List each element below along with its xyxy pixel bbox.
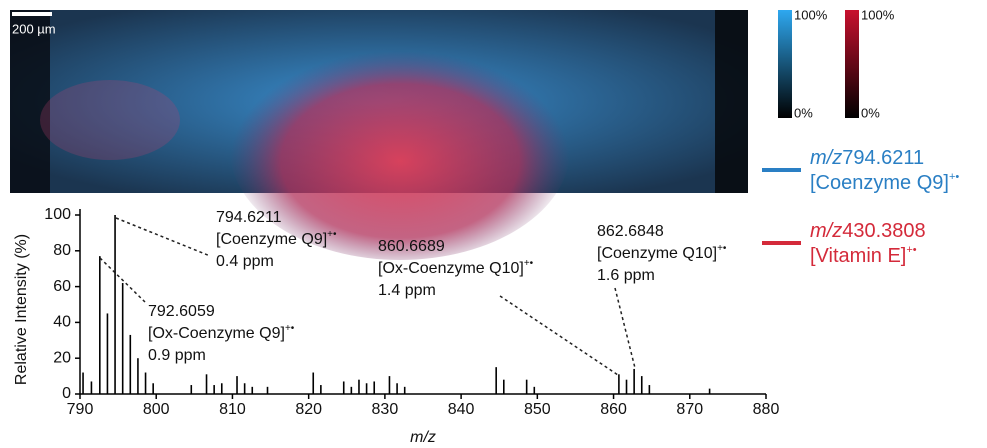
legend-mz: m/z430.3808 xyxy=(810,220,926,242)
annotation-name: [Coenzyme Q9]+• xyxy=(216,229,337,249)
x-tick-label: 810 xyxy=(219,401,246,418)
legend-name: [Vitamin E]+• xyxy=(810,244,917,267)
x-axis-label: m/z xyxy=(410,429,436,446)
annotation-charge: +• xyxy=(285,323,295,334)
y-tick-label: 100 xyxy=(44,206,71,223)
colorbar xyxy=(845,10,859,118)
annotation-compound: [Coenzyme Q10] xyxy=(597,245,717,262)
colorbar xyxy=(778,10,792,118)
y-tick-label: 0 xyxy=(62,385,71,402)
x-tick-label: 820 xyxy=(295,401,322,418)
annotation-mz: 860.6689 xyxy=(378,238,445,255)
annotation-name: [Ox-Coenzyme Q10]+• xyxy=(378,258,534,278)
colorbar-min: 0% xyxy=(861,105,880,120)
annotation-mz: 792.6059 xyxy=(148,303,215,320)
legend-charge: +• xyxy=(906,244,916,256)
x-tick-label: 860 xyxy=(600,401,627,418)
annotation-error: 0.4 ppm xyxy=(216,253,274,270)
legend-prefix: m/z xyxy=(810,147,842,169)
annotation-leader xyxy=(500,296,618,375)
colorbar-min: 0% xyxy=(794,105,813,120)
annotation-mz: 794.6211 xyxy=(216,209,282,226)
annotation-compound: [Ox-Coenzyme Q10] xyxy=(378,260,524,277)
y-tick-label: 20 xyxy=(53,349,71,366)
annotation-mz: 862.6848 xyxy=(597,223,664,240)
colorbar-max: 100% xyxy=(794,7,828,22)
annotation-name: [Ox-Coenzyme Q9]+• xyxy=(148,323,295,343)
legend-compound: [Vitamin E] xyxy=(810,245,906,267)
annotation-error: 1.6 ppm xyxy=(597,267,655,284)
x-tick-label: 850 xyxy=(524,401,551,418)
y-tick-label: 60 xyxy=(53,278,71,295)
annotation-charge: +• xyxy=(327,229,337,240)
figure: 200 µm100%0%100%0%m/z794.6211[Coenzyme Q… xyxy=(0,0,987,448)
legend-compound: [Coenzyme Q9] xyxy=(810,172,949,194)
x-tick-label: 880 xyxy=(753,401,780,418)
annotation-compound: [Ox-Coenzyme Q9] xyxy=(148,325,285,342)
x-tick-label: 840 xyxy=(448,401,475,418)
annotation-error: 1.4 ppm xyxy=(378,282,436,299)
y-tick-label: 40 xyxy=(53,314,71,331)
legend-value: 794.6211 xyxy=(842,147,924,169)
legend-prefix: m/z xyxy=(810,220,842,242)
legend-mz: m/z794.6211 xyxy=(810,147,924,169)
colorbar-max: 100% xyxy=(861,7,895,22)
annotation-leader xyxy=(615,288,635,368)
legend-value: 430.3808 xyxy=(842,220,925,242)
y-axis-label: Relative Intensity (%) xyxy=(13,234,30,385)
legend-name: [Coenzyme Q9]+• xyxy=(810,171,959,194)
legend-charge: +• xyxy=(949,171,959,183)
x-tick-label: 800 xyxy=(143,401,170,418)
annotation-charge: +• xyxy=(524,258,534,269)
x-tick-label: 830 xyxy=(372,401,399,418)
annotation-charge: +• xyxy=(717,243,727,254)
annotation-error: 0.9 ppm xyxy=(148,347,206,364)
scale-bar-label: 200 µm xyxy=(12,21,56,36)
x-tick-label: 870 xyxy=(676,401,703,418)
x-tick-label: 790 xyxy=(67,401,94,418)
annotation-compound: [Coenzyme Q9] xyxy=(216,231,327,248)
annotation-leader xyxy=(116,218,210,256)
annotation-name: [Coenzyme Q10]+• xyxy=(597,243,727,263)
y-tick-label: 80 xyxy=(53,242,71,259)
